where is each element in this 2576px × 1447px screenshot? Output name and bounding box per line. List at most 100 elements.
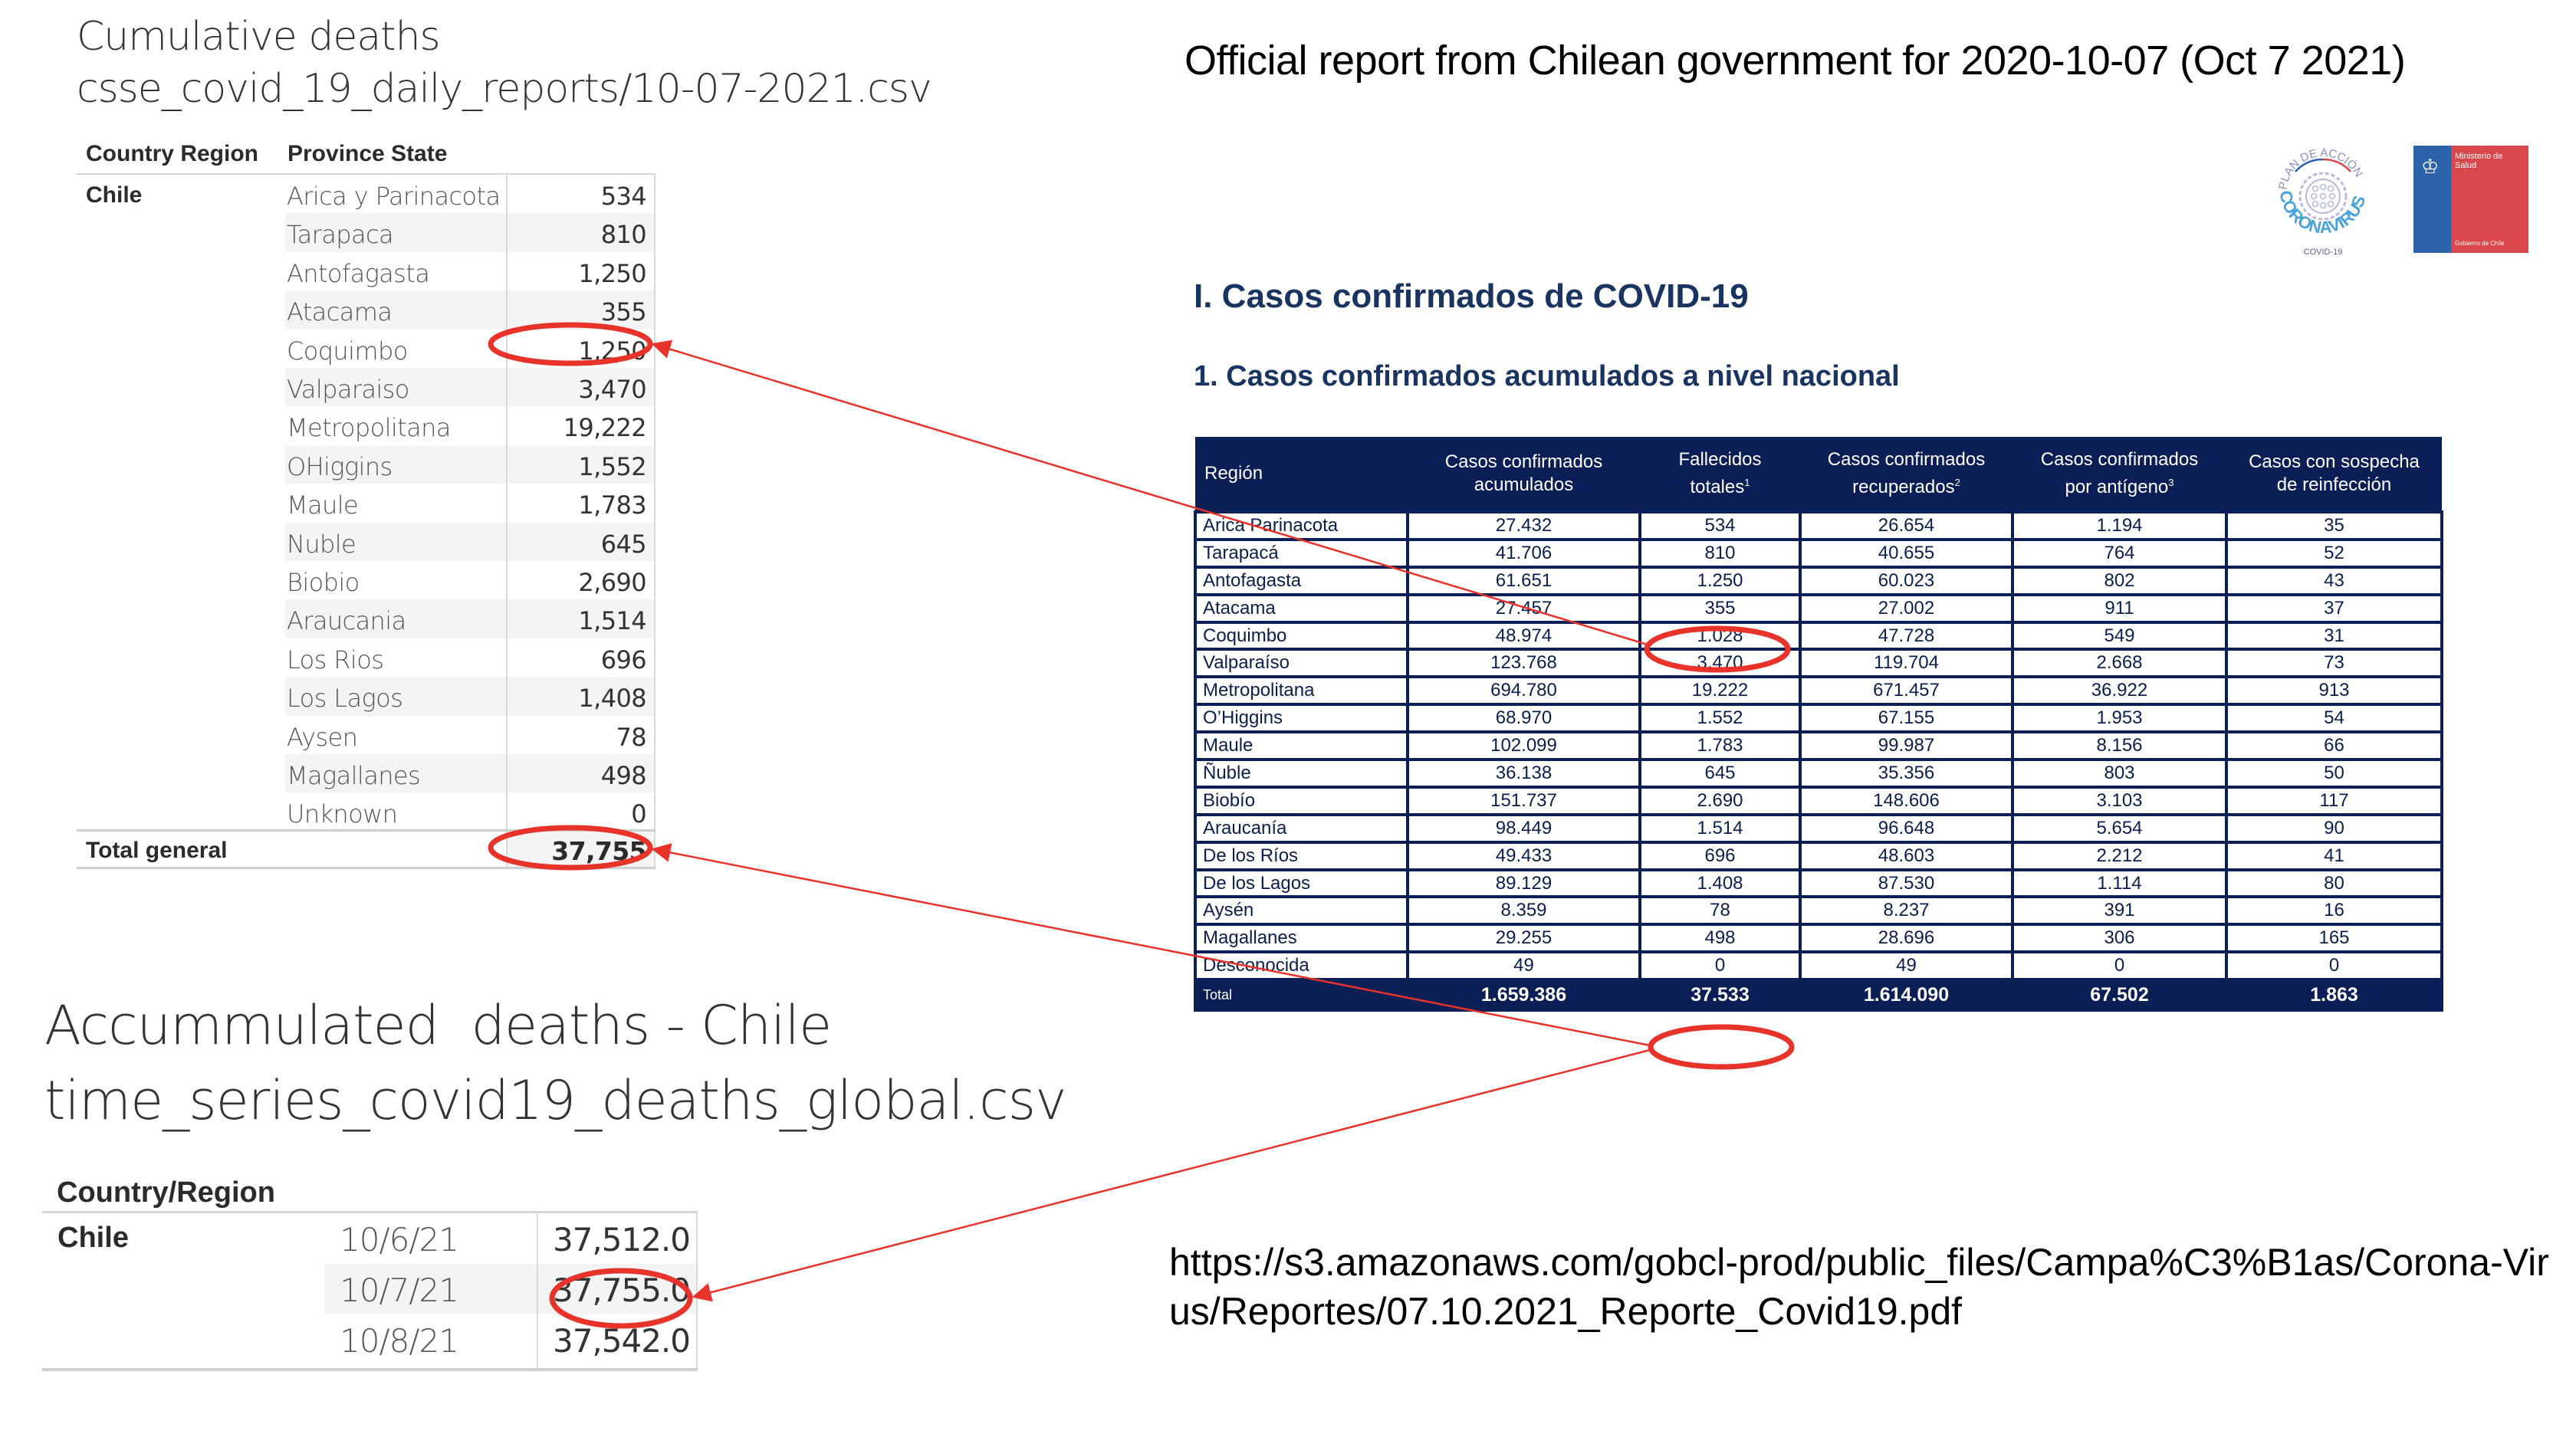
reinfection-cell: 31 [2225, 620, 2443, 651]
table-right-border [654, 173, 656, 869]
plan-coronavirus-logo: PLAN DE ACCIÓN CORONAVIRUS COVID-19 [2269, 143, 2377, 258]
table-row: Valparaíso 123.768 3.470 119.704 2.668 73 [1194, 648, 2443, 679]
deaths-value: 1,250 [578, 336, 646, 366]
table-row: De los Ríos 49.433 696 48.603 2.212 41 [1194, 840, 2443, 871]
antigen-cell: 36.922 [2011, 675, 2228, 707]
column-header-recovered: Casos confirmados recuperados2 [1800, 437, 2013, 512]
table-row: O’Higgins 68.970 1.552 67.155 1.953 54 [1194, 703, 2443, 734]
deaths-cell: 1.783 [1638, 730, 1802, 762]
column-header-reinfection: Casos con sospecha de reinfección [2226, 437, 2442, 512]
table-row: Aysén 8.359 78 8.237 391 16 [1194, 895, 2443, 927]
confirmed-cell: 49 [1406, 950, 1641, 982]
table-row: Arica y Parinacota 534 [285, 175, 656, 213]
province-name: Magallanes [287, 761, 421, 790]
region-cell: Tarapacá [1194, 537, 1409, 569]
region-cell: Metropolitana [1194, 675, 1409, 707]
reinfection-cell: 913 [2225, 675, 2443, 707]
confirmed-cell: 48.974 [1406, 620, 1641, 651]
reinfection-cell: 35 [2225, 510, 2443, 541]
confirmed-cell: 123.768 [1406, 648, 1641, 679]
time-series-filename: time_series_covid19_deaths_global.csv [44, 1069, 1067, 1132]
date-cell: 10/6/21 [340, 1221, 459, 1258]
deaths-value: 19,222 [563, 413, 647, 443]
antigen-cell: 0 [2011, 950, 2228, 982]
table-row: Atacama 355 [285, 290, 656, 330]
daily-report-title: Cumulative deaths [77, 14, 441, 60]
confirmed-cell: 61.651 [1406, 565, 1641, 596]
reinfection-cell: 41 [2225, 840, 2443, 871]
chile-coat-of-arms-icon: ♔ [2421, 155, 2440, 178]
region-cell: O’Higgins [1194, 703, 1409, 734]
antigen-cell: 764 [2011, 537, 2228, 569]
table-row: Atacama 27.457 355 27.002 911 37 [1194, 592, 2443, 624]
confirmed-cell: 151.737 [1406, 785, 1641, 816]
deaths-cell: 498 [1638, 923, 1802, 954]
date-cell: 10/7/21 [340, 1271, 459, 1309]
recovered-cell: 47.728 [1799, 620, 2014, 651]
total-deaths: 37.533 [1638, 978, 1802, 1012]
deaths-value: 696 [600, 645, 647, 674]
table-row: 10/6/21 37,512.0 [324, 1213, 698, 1264]
deaths-value: 355 [600, 297, 647, 327]
reinfection-cell: 54 [2225, 703, 2443, 734]
table-row: OHiggins 1,552 [285, 445, 656, 484]
confirmed-cell: 36.138 [1406, 758, 1641, 789]
recovered-cell: 8.237 [1799, 895, 2014, 927]
deaths-value: 645 [600, 529, 647, 559]
recovered-cell: 28.696 [1799, 923, 2014, 954]
province-name: Valparaiso [287, 375, 409, 404]
table-row: Los Lagos 1,408 [285, 677, 656, 716]
daily-report-table: Chile Arica y Parinacota 534 Tarapaca 810 … [77, 173, 656, 871]
deaths-cell: 1.250 [1638, 565, 1802, 596]
deaths-cell: 645 [1638, 758, 1802, 789]
deaths-cell: 78 [1638, 895, 1802, 927]
province-name: Tarapaca [287, 220, 394, 250]
region-cell: Antofagasta [1194, 565, 1409, 596]
reinfection-cell: 43 [2225, 565, 2443, 596]
province-name: Unknown [287, 799, 398, 829]
confirmed-cell: 41.706 [1406, 537, 1641, 569]
antigen-cell: 8.156 [2011, 730, 2228, 762]
recovered-cell: 148.606 [1799, 785, 2014, 816]
antigen-cell: 3.103 [2011, 785, 2228, 816]
column-header-deaths: Fallecidos totales1 [1640, 437, 1800, 512]
table-row: Ñuble 36.138 645 35.356 803 50 [1194, 758, 2443, 789]
column-header-province-state: Province State [288, 141, 448, 166]
table-row: Arica Parinacota 27.432 534 26.654 1.194 35 [1194, 510, 2443, 541]
antigen-cell: 306 [2011, 923, 2228, 954]
deaths-cell: 696 [1638, 840, 1802, 871]
table-row: De los Lagos 89.129 1.408 87.530 1.114 80 [1194, 868, 2443, 899]
region-cell: Valparaíso [1194, 648, 1409, 679]
table-row: Tarapaca 810 [285, 213, 656, 252]
country-cell: Chile [86, 182, 143, 208]
table-row: Maule 1,783 [285, 484, 656, 522]
region-cell: Biobío [1194, 785, 1409, 816]
antigen-cell: 391 [2011, 895, 2228, 927]
svg-text:COVID-19: COVID-19 [2304, 248, 2343, 257]
table-row: Antofagasta 1,250 [285, 252, 656, 290]
time-series-table: Chile 10/6/21 37,512.0 10/7/21 37,755.0 10… [42, 1211, 698, 1372]
table-top-rule [77, 173, 656, 175]
province-name: Los Rios [287, 645, 384, 674]
recovered-cell: 40.655 [1799, 537, 2014, 569]
deaths-cell: 0 [1638, 950, 1802, 982]
deaths-cell: 355 [1638, 592, 1802, 624]
recovered-cell: 99.987 [1799, 730, 2014, 762]
reinfection-cell: 80 [2225, 868, 2443, 899]
source-url[interactable]: https://s3.amazonaws.com/gobcl-prod/publ… [1169, 1241, 2549, 1333]
region-cell: Desconocida [1194, 950, 1409, 982]
recovered-cell: 27.002 [1799, 592, 2014, 624]
svg-text:PLAN DE ACCIÓN: PLAN DE ACCIÓN [2276, 146, 2365, 191]
deaths-cell: 19.222 [1638, 675, 1802, 707]
table-row: Nuble 645 [285, 522, 656, 561]
table-row: Los Rios 696 [285, 638, 656, 677]
recovered-cell: 67.155 [1799, 703, 2014, 734]
deaths-cell: 810 [1638, 537, 1802, 569]
region-cell: Arica Parinacota [1194, 510, 1409, 541]
deaths-value: 1,552 [578, 451, 646, 481]
region-cell: Atacama [1194, 592, 1409, 624]
table-row: Coquimbo 1,250 [285, 330, 656, 368]
province-name: Araucania [287, 606, 406, 636]
confirmed-cell: 98.449 [1406, 812, 1641, 844]
country-cell: Chile [58, 1222, 129, 1254]
